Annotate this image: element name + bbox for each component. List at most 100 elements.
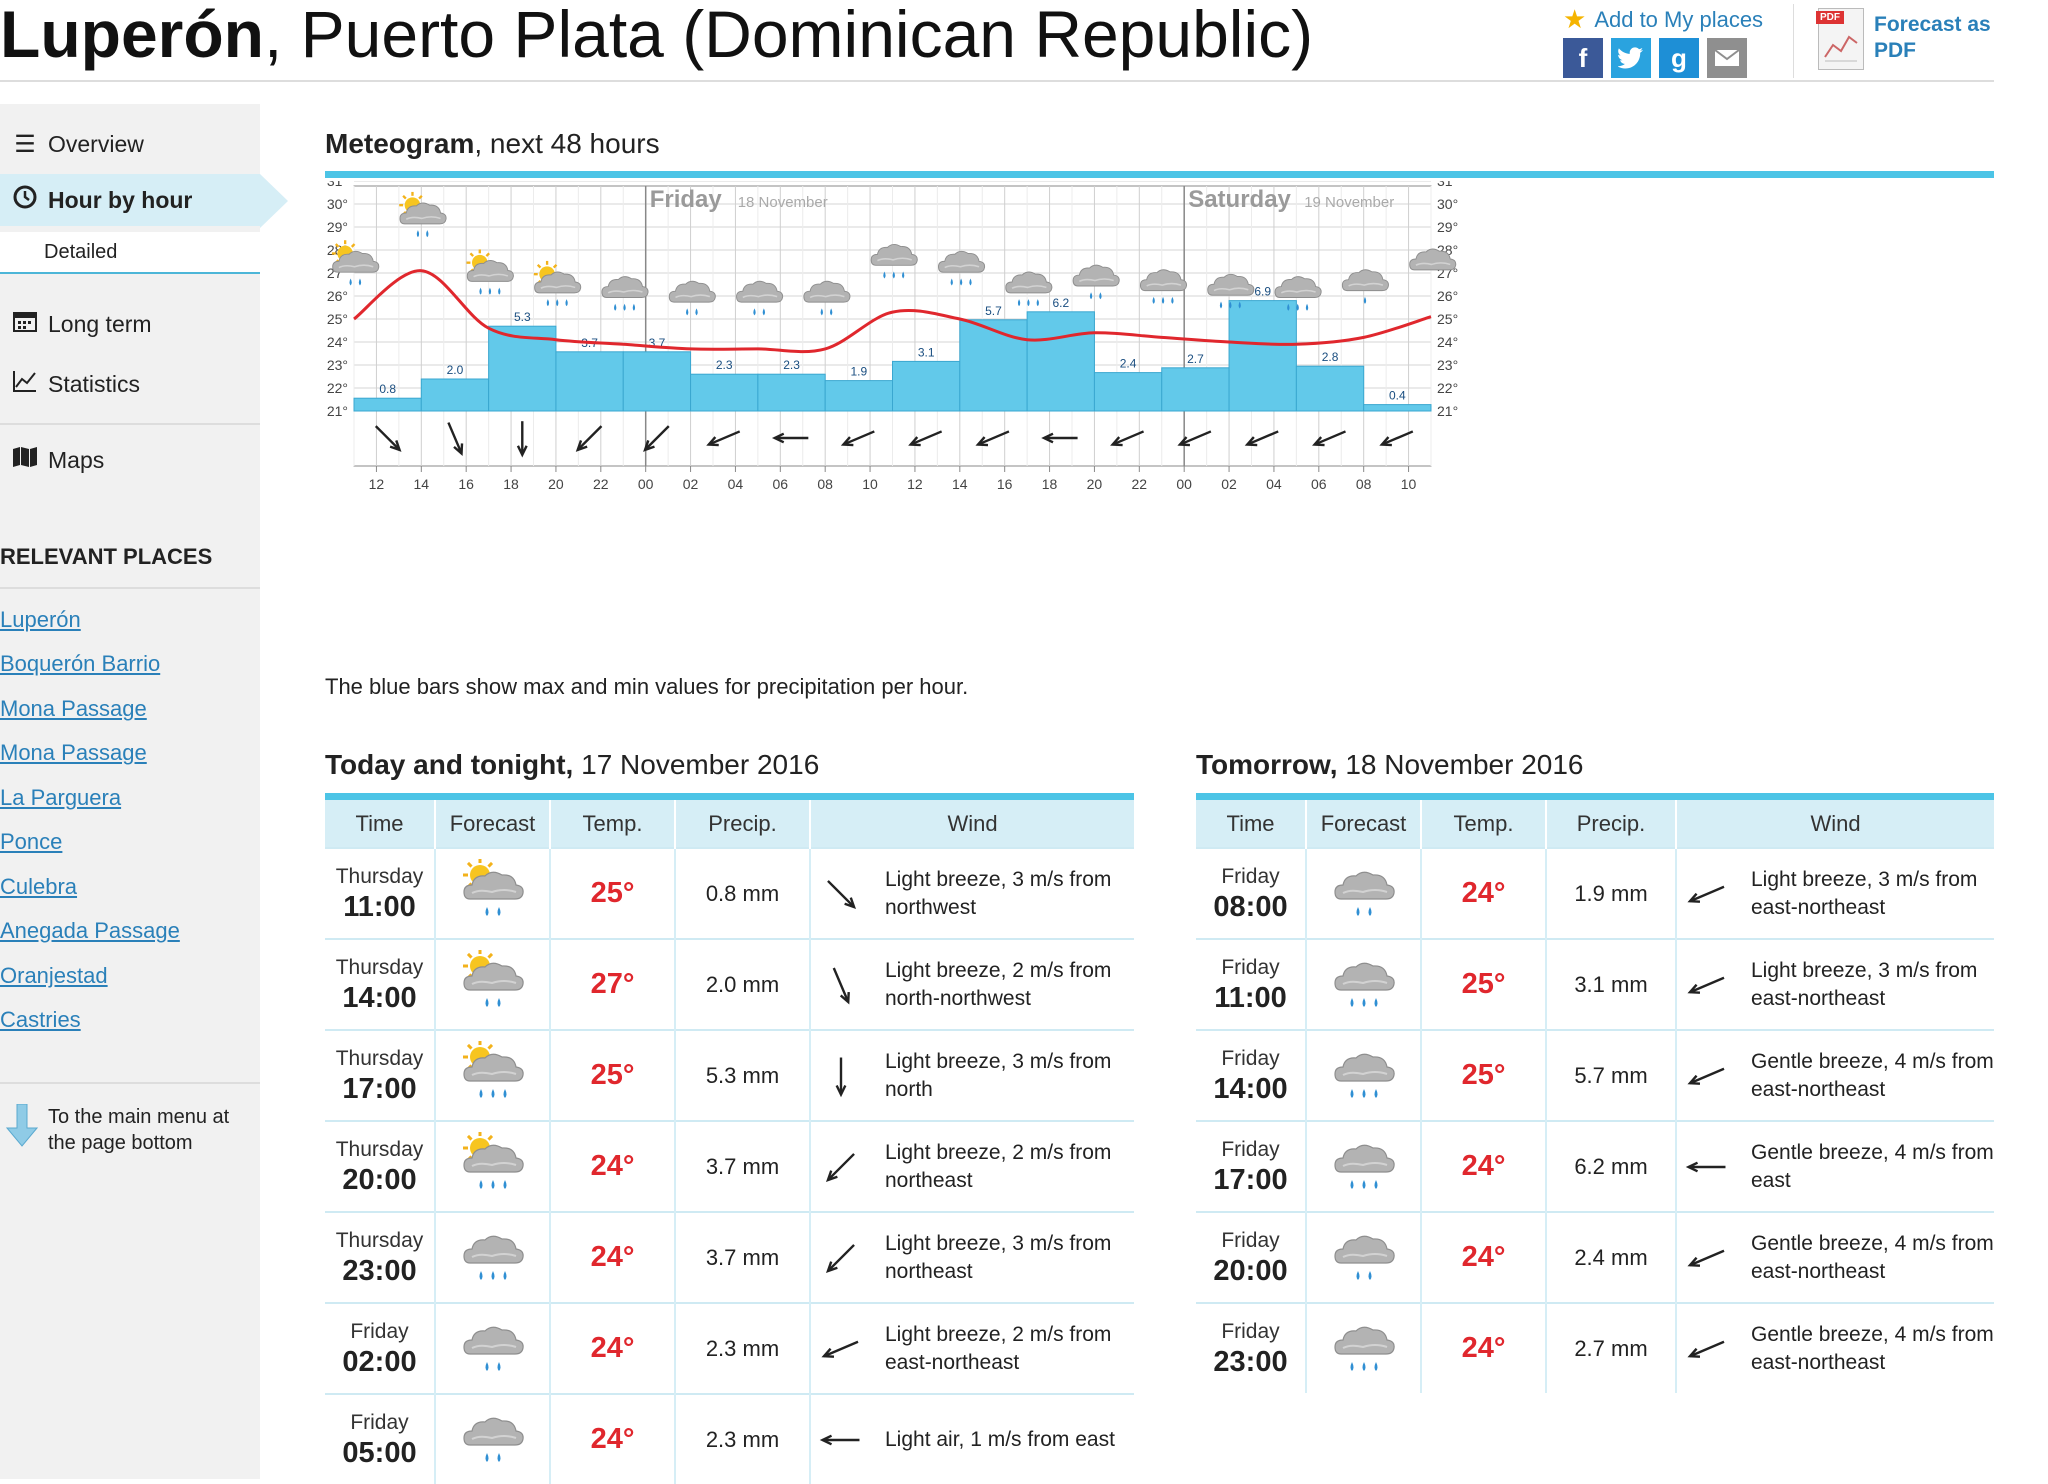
forecast-pdf-link[interactable]: PDF Forecast as PDF bbox=[1816, 8, 1991, 70]
forecast-cell bbox=[435, 1393, 551, 1484]
precip-label: 5.7 bbox=[985, 304, 1002, 318]
wind-arrow-icon bbox=[447, 422, 464, 457]
wind-arrow-icon bbox=[374, 425, 402, 452]
precip-cell: 2.3 mm bbox=[675, 1302, 811, 1394]
temp-cell: 24° bbox=[1421, 1302, 1547, 1393]
forecast-row: Thursday 11:00 25° 0.8 mm Light breeze, 3 m/… bbox=[325, 847, 1134, 939]
wind-arrow-icon bbox=[811, 1418, 871, 1462]
x-tick-label: 10 bbox=[1401, 476, 1417, 492]
time-cell: Friday 08:00 bbox=[1196, 847, 1307, 939]
time-cell: Thursday 17:00 bbox=[325, 1029, 436, 1121]
nav-detailed[interactable]: Detailed bbox=[0, 232, 260, 272]
x-tick-label: 06 bbox=[1311, 476, 1327, 492]
temperature-line bbox=[353, 269, 1432, 354]
nav-hour-by-hour[interactable]: Hour by hour bbox=[0, 174, 260, 226]
to-main-menu-link[interactable]: To the main menu at the page bottom bbox=[5, 1103, 258, 1156]
place-link[interactable]: Culebra bbox=[0, 874, 78, 899]
forecast-row: Friday 05:00 24° 2.3 mm Light air, 1 m/s fro… bbox=[325, 1393, 1134, 1484]
pdf-tag: PDF bbox=[1816, 11, 1844, 24]
forecast-row: Friday 08:00 24° 1.9 mm Light breeze, 3 m/s … bbox=[1196, 847, 1994, 939]
temp-cell: 25° bbox=[1421, 1029, 1547, 1121]
row-precip: 2.0 mm bbox=[705, 971, 780, 997]
twitter-icon[interactable] bbox=[1611, 38, 1651, 78]
wind-arrow-icon bbox=[811, 1054, 871, 1098]
x-tick-label: 12 bbox=[907, 476, 923, 492]
relevant-places-divider bbox=[0, 587, 260, 589]
row-precip: 0.8 mm bbox=[705, 880, 780, 906]
precip-bar bbox=[1295, 365, 1365, 412]
wind-arrow-icon bbox=[811, 1145, 871, 1189]
x-tick-label: 00 bbox=[638, 476, 654, 492]
place-link[interactable]: Mona Passage bbox=[0, 740, 147, 765]
forecast-row: Thursday 23:00 24° 3.7 mm Light breeze, 3 m/… bbox=[325, 1211, 1134, 1303]
forecast-cell bbox=[435, 1302, 551, 1394]
row-precip: 2.7 mm bbox=[1574, 1335, 1648, 1361]
facebook-icon[interactable]: f bbox=[1563, 38, 1603, 78]
y-tick-label-right: 29° bbox=[1437, 219, 1458, 235]
x-tick-label: 08 bbox=[1356, 476, 1372, 492]
header-divider-line bbox=[0, 80, 1994, 82]
row-wind: Gentle breeze, 4 m/s from east bbox=[1751, 1140, 1994, 1192]
cloud-rain-icon bbox=[1409, 248, 1457, 271]
nav-statistics[interactable]: Statistics bbox=[0, 360, 260, 408]
precip-cell: 3.7 mm bbox=[675, 1120, 811, 1212]
cloud-rain-icon bbox=[1329, 871, 1399, 928]
wind-arrow-icon bbox=[1677, 1054, 1737, 1098]
partly-sunny-rain-icon bbox=[458, 948, 528, 1019]
temp-cell: 24° bbox=[550, 1120, 676, 1212]
column-header-wind: Wind bbox=[810, 800, 1134, 848]
x-tick-label: 02 bbox=[683, 476, 699, 492]
temp-cell: 24° bbox=[1421, 1120, 1547, 1212]
nav-maps-label: Maps bbox=[48, 446, 105, 473]
column-header-forecast: Forecast bbox=[1306, 800, 1422, 848]
temp-cell: 25° bbox=[550, 847, 676, 939]
google-plus-icon[interactable]: g bbox=[1659, 38, 1699, 78]
calendar-icon bbox=[10, 309, 40, 340]
column-header-time: Time bbox=[1196, 800, 1307, 848]
place-link[interactable]: Boquerón Barrio bbox=[0, 651, 161, 676]
nav-overview[interactable]: ☰ Overview bbox=[0, 120, 260, 168]
nav-maps[interactable]: Maps bbox=[0, 436, 260, 484]
forecast-row: Thursday 20:00 24° 3.7 mm Light breeze, 2 m/… bbox=[325, 1120, 1134, 1212]
y-tick-label-right: 22° bbox=[1437, 380, 1458, 396]
page-title: Luperón, Puerto Plata (Dominican Republi… bbox=[0, 0, 1313, 72]
y-tick-label-left: 21° bbox=[327, 403, 348, 419]
partly-sunny-rain-icon bbox=[331, 240, 380, 286]
row-wind: Gentle breeze, 4 m/s from east-northeast bbox=[1751, 1049, 1994, 1101]
row-day: Thursday bbox=[335, 1046, 424, 1070]
precip-bar bbox=[892, 360, 961, 412]
email-icon[interactable] bbox=[1707, 38, 1747, 78]
place-link[interactable]: Ponce bbox=[0, 829, 63, 854]
nav-statistics-label: Statistics bbox=[48, 370, 141, 397]
place-link[interactable]: La Parguera bbox=[0, 785, 122, 810]
sidebar-divider bbox=[0, 423, 260, 425]
today-accent-line bbox=[325, 793, 1134, 800]
row-day: Friday bbox=[1221, 864, 1280, 888]
x-tick-label: 08 bbox=[817, 476, 833, 492]
precip-bar bbox=[1228, 300, 1297, 412]
row-precip: 6.2 mm bbox=[1574, 1153, 1648, 1179]
add-to-places-link[interactable]: ★ Add to My places bbox=[1563, 4, 1763, 35]
x-tick-label: 02 bbox=[1221, 476, 1237, 492]
x-tick-label: 14 bbox=[414, 476, 430, 492]
row-time: 11:00 bbox=[343, 890, 416, 923]
time-cell: Friday 14:00 bbox=[1196, 1029, 1307, 1121]
today-title-bold: Today and tonight, bbox=[325, 749, 574, 780]
nav-long-term[interactable]: Long term bbox=[0, 300, 260, 348]
x-tick-label: 18 bbox=[1042, 476, 1058, 492]
forecast-cell bbox=[1306, 1302, 1422, 1393]
cloud-rain-icon bbox=[458, 1326, 528, 1383]
row-temp: 25° bbox=[590, 1059, 635, 1091]
place-link[interactable]: Castries bbox=[0, 1007, 81, 1032]
place-link[interactable]: Anegada Passage bbox=[0, 918, 180, 943]
place-link[interactable]: Luperón bbox=[0, 607, 81, 632]
place-link[interactable]: Mona Passage bbox=[0, 696, 147, 721]
precip-cell: 2.7 mm bbox=[1546, 1302, 1677, 1393]
forecast-cell bbox=[435, 847, 551, 939]
down-arrow-icon bbox=[5, 1103, 39, 1148]
row-wind: Light air, 1 m/s from east bbox=[885, 1427, 1115, 1451]
wind-cell: Light breeze, 3 m/s from east-northeast bbox=[1676, 938, 1994, 1030]
row-wind: Light breeze, 3 m/s from east-northeast bbox=[1751, 958, 1978, 1010]
place-link[interactable]: Oranjestad bbox=[0, 963, 108, 988]
precip-label: 2.4 bbox=[1120, 357, 1137, 371]
